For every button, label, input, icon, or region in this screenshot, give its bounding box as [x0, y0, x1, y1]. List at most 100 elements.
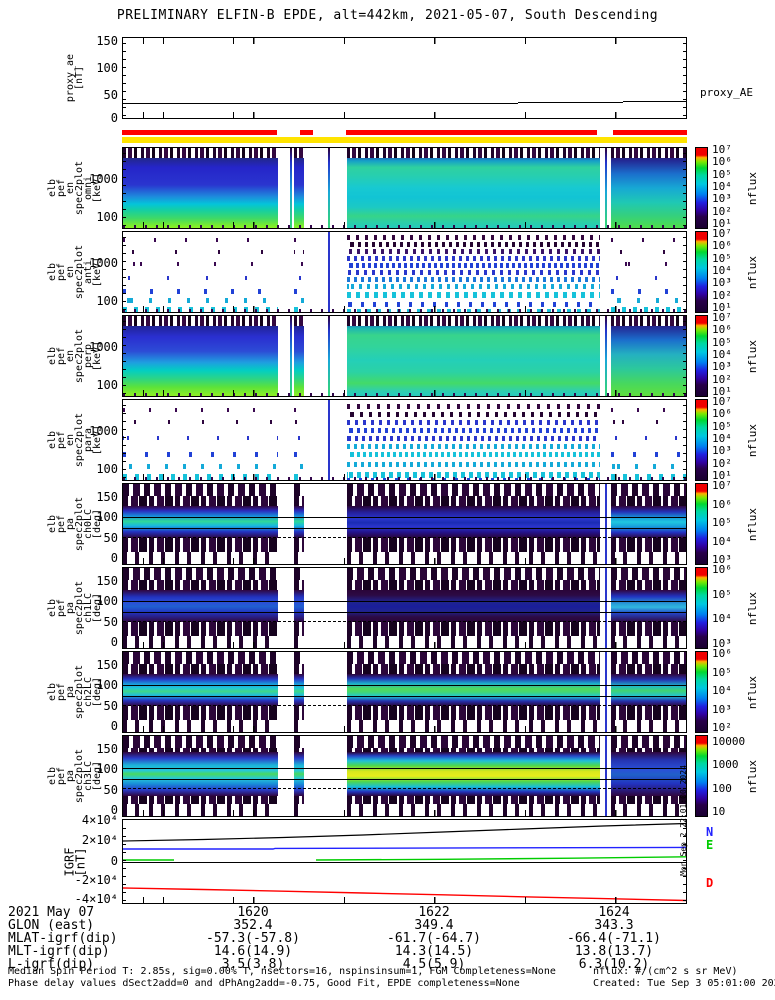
y-ticks	[683, 402, 686, 478]
red-flag-bar	[300, 130, 313, 135]
time-tick: 1624	[598, 905, 630, 920]
glon-row-header: GLON (east)	[8, 918, 95, 933]
colorbar	[695, 231, 708, 313]
loss-cone-dashed-line	[123, 537, 686, 538]
colorbar-ticks: 10000 1000 100 10	[712, 735, 746, 818]
spectrogram-ch1lc	[122, 567, 687, 649]
spectrogram-data	[611, 568, 686, 648]
loss-cone-line	[123, 779, 686, 780]
glon-value: 343.3	[594, 918, 634, 933]
ytick: 150	[96, 658, 118, 672]
spectrogram-data	[347, 316, 600, 396]
ytick: 100	[96, 678, 118, 692]
ytick: 1000	[89, 172, 118, 186]
proxy-ytick: 50	[103, 88, 118, 102]
spectrogram-perp	[122, 315, 687, 397]
proxy-ytick: 100	[96, 61, 118, 75]
igrf-legend-d: D	[706, 876, 714, 890]
panel-igrf	[122, 819, 687, 904]
ytick: 150	[96, 742, 118, 756]
x-ticks	[123, 474, 686, 480]
y-ticks	[123, 822, 126, 901]
l-value: 3.5(3.8)	[221, 957, 285, 972]
data-stripe	[328, 232, 330, 312]
footer-created: Created: Tue Sep 3 05:01:00 2024	[593, 978, 775, 989]
spectrogram-data	[294, 568, 304, 648]
colorbar	[695, 651, 708, 733]
ytick: 50	[103, 699, 118, 713]
colorbar-label: nflux	[746, 339, 760, 373]
side-timestamp: Mon Sep 2 22:01:00 2024	[678, 764, 688, 876]
ytick: 100	[96, 762, 118, 776]
colorbar	[695, 147, 708, 229]
y-ticks	[123, 402, 126, 478]
spectrogram-data	[123, 232, 278, 312]
data-stripe	[290, 148, 292, 228]
proxy-ae-line	[623, 101, 686, 102]
ytick: 50	[103, 531, 118, 545]
spectrogram-omni	[122, 147, 687, 229]
spectrogram-data	[294, 736, 304, 816]
igrf-ytick: -2×10⁴	[74, 873, 118, 887]
l-value: 4.5(5.9)	[402, 957, 466, 972]
ytick: 100	[96, 210, 118, 224]
loss-cone-line	[123, 696, 686, 697]
spectrogram-data	[294, 484, 304, 564]
y-ticks	[123, 40, 126, 116]
yellow-flag-bar	[122, 137, 687, 143]
data-stripe	[290, 316, 292, 396]
glon-value: 349.4	[414, 918, 454, 933]
data-stripe	[605, 652, 607, 732]
spectrogram-data	[347, 400, 600, 480]
y-ticks	[683, 318, 686, 394]
mlt-row-header: MLT-igrf(dip)	[8, 944, 110, 959]
x-ticks	[123, 642, 686, 648]
red-flag-bar	[346, 130, 597, 135]
colorbar-label: nflux	[746, 507, 760, 541]
mlt-value: 14.3(14.5)	[394, 944, 474, 959]
spectrogram-data	[123, 568, 278, 648]
x-ticks	[123, 222, 686, 228]
spectrogram-data	[347, 568, 600, 648]
plot-title: PRELIMINARY ELFIN-B EPDE, alt=442km, 202…	[116, 8, 659, 23]
spectrogram-data	[611, 400, 686, 480]
footer-units: nflux: #/(cm^2 s sr MeV)	[593, 966, 738, 977]
spectrogram-ch3lc	[122, 735, 687, 817]
time-tick: 1620	[237, 905, 269, 920]
panel-proxy-ae	[122, 37, 687, 119]
ytick: 100	[96, 462, 118, 476]
data-stripe	[605, 568, 607, 648]
igrf-ytick: 4×10⁴	[81, 813, 118, 827]
loss-cone-line	[123, 768, 686, 769]
ytick: 100	[96, 510, 118, 524]
spectrogram-data	[123, 316, 278, 396]
x-ticks	[123, 390, 686, 396]
spectrogram-data	[611, 232, 686, 312]
proxy-ae-right-label: proxy_AE	[700, 86, 753, 99]
igrf-ytick: 2×10⁴	[81, 833, 118, 847]
spectrogram-data	[611, 484, 686, 564]
spectrogram-data	[347, 232, 600, 312]
spectrogram-data	[294, 400, 304, 480]
ytick: 1000	[89, 340, 118, 354]
colorbar	[695, 735, 708, 817]
y-ticks	[683, 234, 686, 310]
data-stripe	[605, 316, 607, 396]
x-ticks	[123, 897, 686, 903]
red-flag-bar	[122, 130, 277, 135]
mlt-value: 13.8(13.7)	[574, 944, 654, 959]
spectrogram-data	[294, 316, 304, 396]
ytick: 50	[103, 615, 118, 629]
igrf-legend-n: N	[706, 825, 714, 839]
x-ticks	[123, 558, 686, 564]
spectrogram-data	[611, 316, 686, 396]
date-row-header: 2021 May 07	[8, 905, 95, 920]
spectrogram-data	[347, 652, 600, 732]
spectrogram-data	[294, 232, 304, 312]
ytick: 50	[103, 783, 118, 797]
loss-cone-dashed-line	[123, 705, 686, 706]
ytick: 0	[110, 551, 118, 565]
ytick: 100	[96, 594, 118, 608]
red-flag-bar	[613, 130, 687, 135]
